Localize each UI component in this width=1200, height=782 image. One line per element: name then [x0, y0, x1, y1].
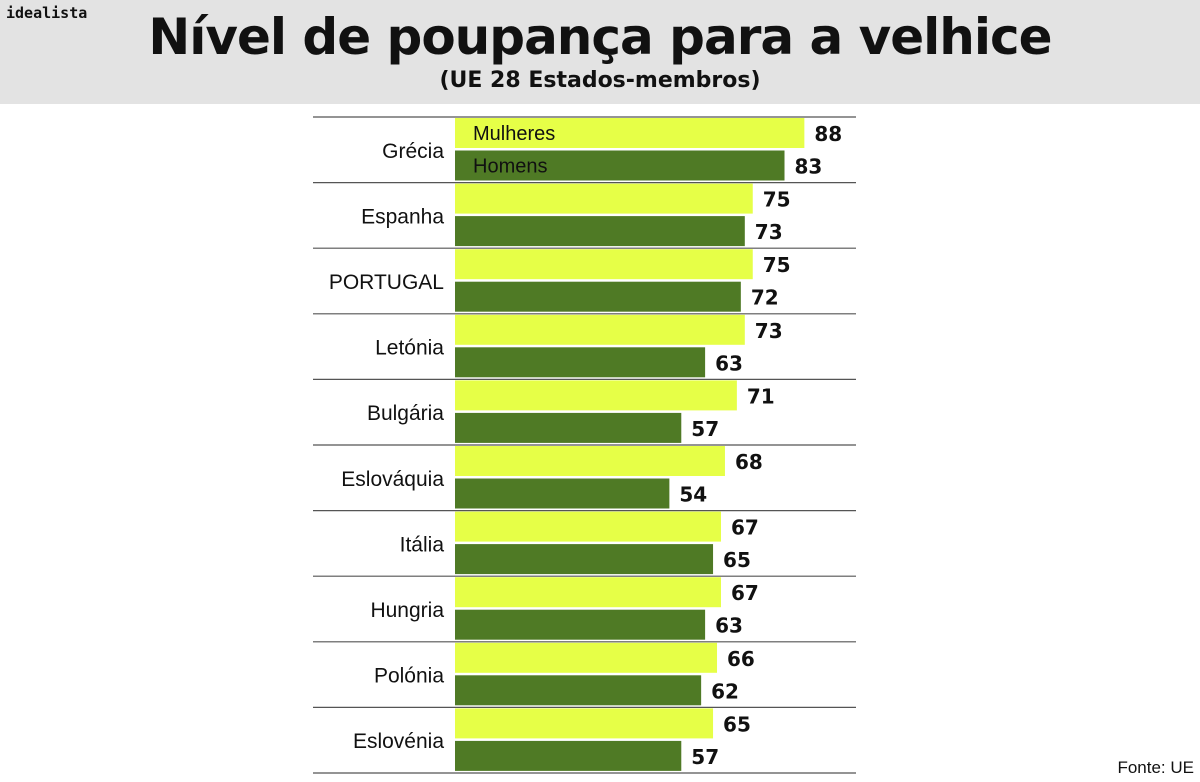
bar-mulheres [455, 249, 753, 280]
data-label: 71 [747, 384, 775, 408]
category-label: Grécia [382, 140, 444, 163]
bar-mulheres [455, 183, 753, 214]
category-label: PORTUGAL [329, 271, 444, 294]
data-label: 65 [723, 712, 751, 736]
bar-mulheres [455, 708, 714, 739]
page-title: Nível de poupança para a velhice [148, 8, 1052, 66]
bar-mulheres [455, 314, 745, 345]
category-label: Itália [400, 533, 445, 556]
bar-mulheres [455, 118, 805, 148]
bar-mulheres [455, 577, 721, 608]
bar-homens [455, 544, 714, 575]
brand-logo: idealista [6, 4, 88, 22]
data-label: 66 [727, 647, 755, 671]
bar-homens [455, 609, 706, 640]
category-label: Letónia [375, 337, 444, 360]
data-label: 63 [715, 351, 743, 375]
data-label: 54 [679, 483, 707, 507]
data-label: 67 [731, 516, 759, 540]
category-label: Polónia [374, 665, 444, 688]
data-label: 63 [715, 614, 743, 638]
bar-homens [455, 740, 682, 771]
legend-label: Homens [473, 156, 547, 178]
data-label: 57 [691, 745, 719, 769]
bar-homens [455, 216, 745, 247]
bar-homens [455, 150, 785, 181]
data-label: 75 [763, 253, 791, 277]
category-label: Eslováquia [341, 468, 444, 491]
bar-homens [455, 412, 682, 443]
bar-homens [455, 347, 706, 378]
category-label: Hungria [370, 599, 444, 622]
bar-mulheres [455, 511, 721, 542]
data-label: 83 [795, 155, 823, 179]
data-label: 88 [814, 122, 842, 146]
bar-mulheres [455, 446, 725, 476]
data-label: 57 [691, 417, 719, 441]
data-label: 65 [723, 548, 751, 572]
data-label: 75 [763, 188, 791, 212]
data-label: 67 [731, 581, 759, 605]
bar-mulheres [455, 380, 737, 411]
category-label: Eslovénia [353, 730, 444, 753]
page-subtitle: (UE 28 Estados-membros) [439, 68, 761, 93]
header-bar: idealista Nível de poupança para a velhi… [0, 0, 1200, 104]
data-label: 73 [755, 220, 783, 244]
data-label: 72 [751, 286, 779, 310]
legend-label: Mulheres [473, 123, 555, 145]
source-note: Fonte: UE [1117, 758, 1194, 777]
data-label: 73 [755, 319, 783, 343]
bar-homens [455, 281, 741, 312]
bar-homens [455, 675, 702, 706]
category-label: Bulgária [367, 402, 444, 425]
bar-mulheres [455, 642, 718, 673]
data-label: 68 [735, 450, 763, 474]
bar-homens [455, 478, 670, 509]
category-label: Espanha [361, 205, 444, 228]
data-label: 62 [711, 679, 739, 703]
